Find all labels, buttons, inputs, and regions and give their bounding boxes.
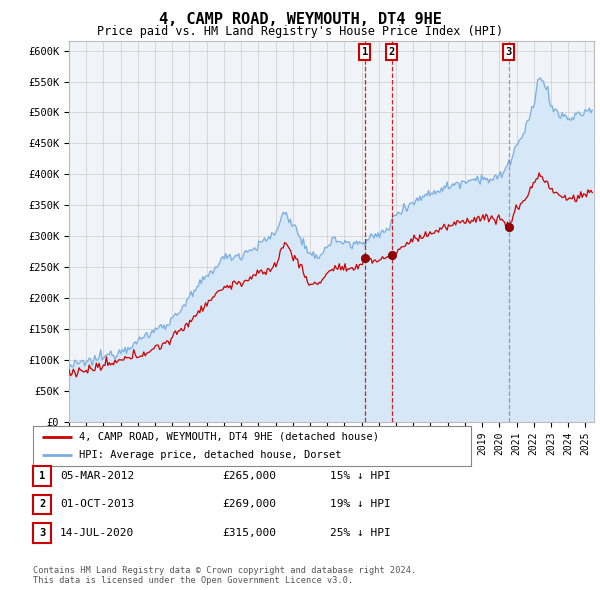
Text: Contains HM Land Registry data © Crown copyright and database right 2024.: Contains HM Land Registry data © Crown c… [33,566,416,575]
Text: HPI: Average price, detached house, Dorset: HPI: Average price, detached house, Dors… [79,450,341,460]
Text: 3: 3 [505,47,512,57]
Text: 05-MAR-2012: 05-MAR-2012 [60,471,134,481]
Text: 3: 3 [39,528,45,537]
Text: 1: 1 [362,47,368,57]
Text: 4, CAMP ROAD, WEYMOUTH, DT4 9HE (detached house): 4, CAMP ROAD, WEYMOUTH, DT4 9HE (detache… [79,432,379,442]
Text: 19% ↓ HPI: 19% ↓ HPI [330,500,391,509]
Text: 2: 2 [39,500,45,509]
Text: 14-JUL-2020: 14-JUL-2020 [60,528,134,537]
Text: 2: 2 [389,47,395,57]
Text: Price paid vs. HM Land Registry's House Price Index (HPI): Price paid vs. HM Land Registry's House … [97,25,503,38]
Text: £315,000: £315,000 [222,528,276,537]
Text: £269,000: £269,000 [222,500,276,509]
Text: 1: 1 [39,471,45,481]
Text: This data is licensed under the Open Government Licence v3.0.: This data is licensed under the Open Gov… [33,576,353,585]
Text: 4, CAMP ROAD, WEYMOUTH, DT4 9HE: 4, CAMP ROAD, WEYMOUTH, DT4 9HE [158,12,442,27]
Text: 01-OCT-2013: 01-OCT-2013 [60,500,134,509]
Text: 15% ↓ HPI: 15% ↓ HPI [330,471,391,481]
Text: 25% ↓ HPI: 25% ↓ HPI [330,528,391,537]
Text: £265,000: £265,000 [222,471,276,481]
